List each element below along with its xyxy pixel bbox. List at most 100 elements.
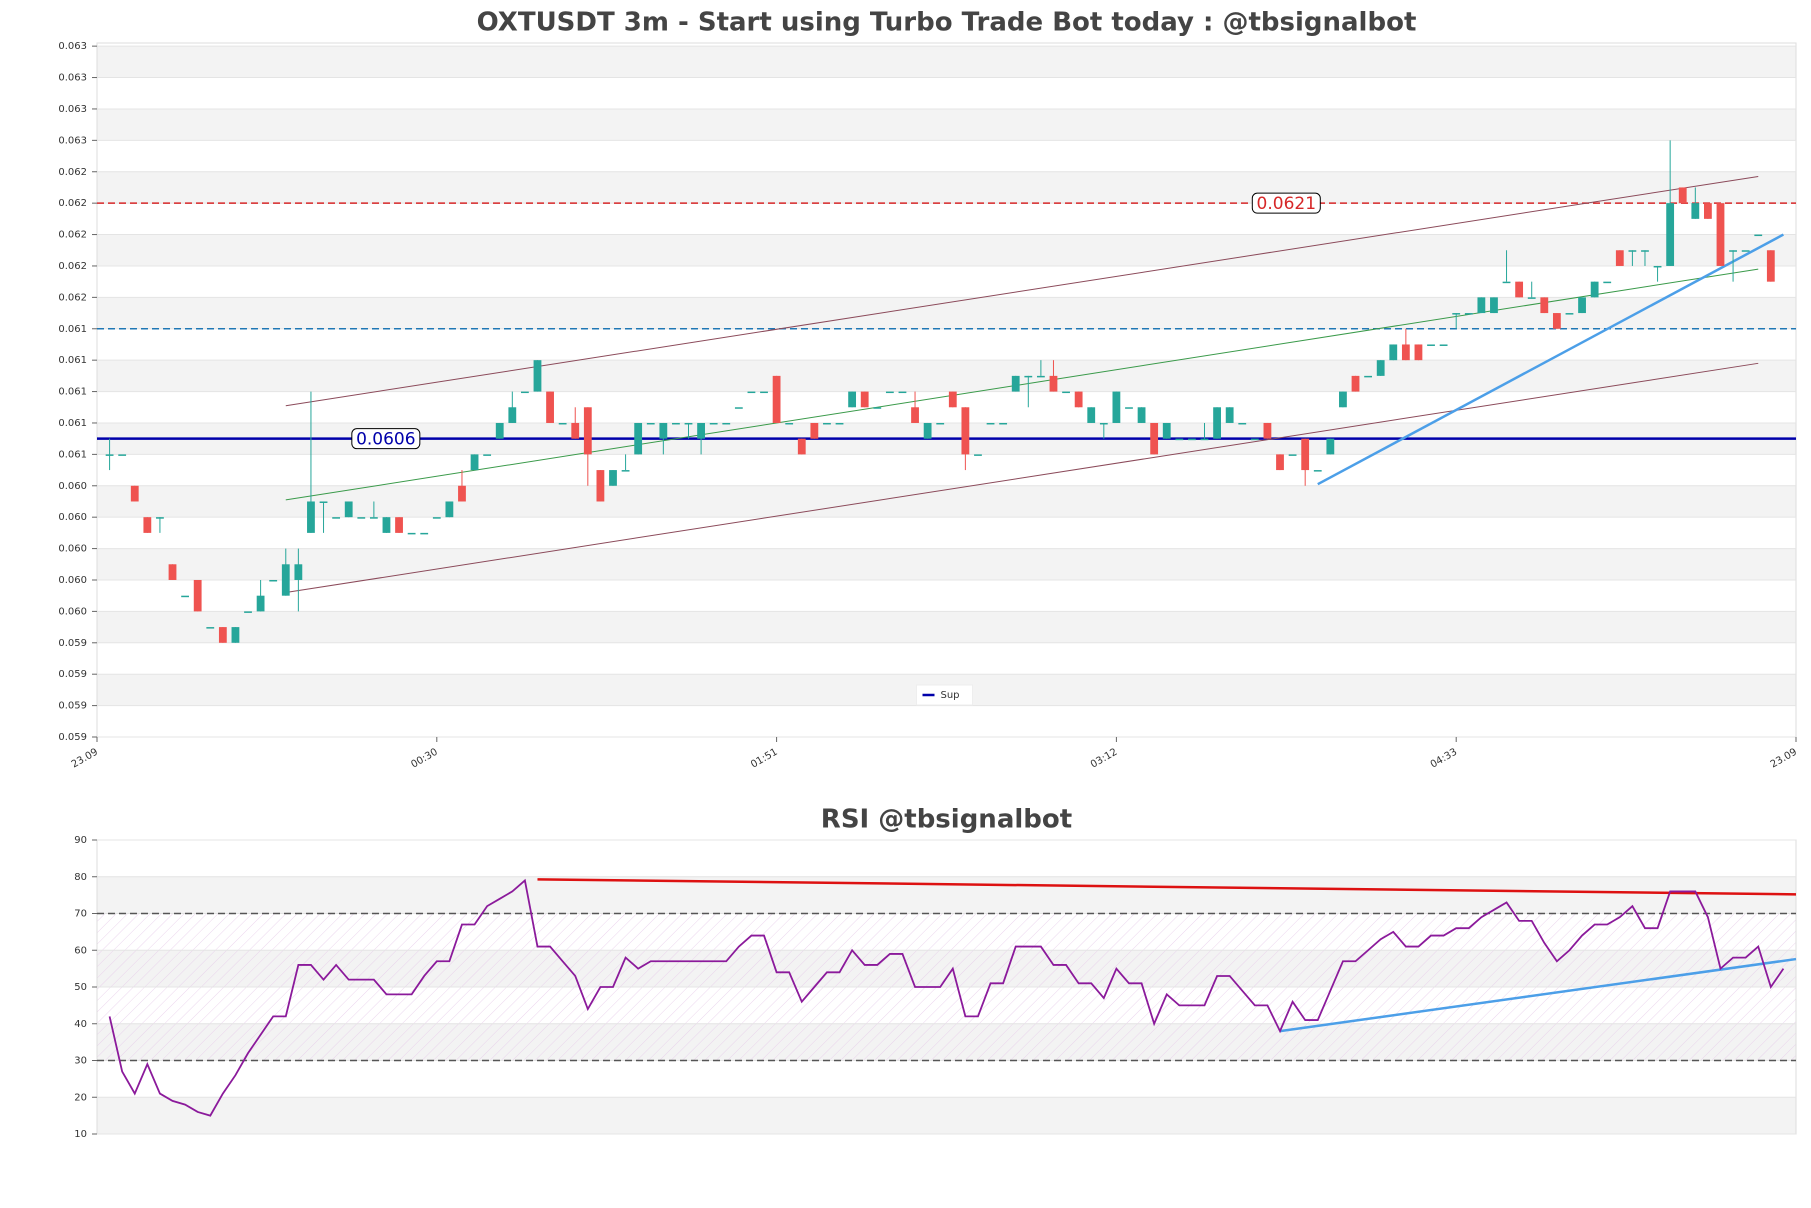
candle-body xyxy=(1213,407,1221,439)
candle-body xyxy=(382,517,391,533)
candle-body xyxy=(1175,438,1184,441)
candle-body xyxy=(206,627,215,629)
candle-body xyxy=(218,627,227,643)
candle-body xyxy=(1527,297,1536,299)
y-tick-label: 0.061 xyxy=(58,418,87,429)
y-tick-label: 0.063 xyxy=(58,41,87,52)
candle-body xyxy=(734,407,743,409)
candle-body xyxy=(999,422,1008,425)
candle-body xyxy=(1741,250,1750,252)
x-tick-label: 23.09 xyxy=(1769,747,1799,771)
y-tick-label: 0.060 xyxy=(58,575,87,586)
candle-body xyxy=(1628,250,1637,252)
trend-line xyxy=(285,362,1759,594)
candle-body xyxy=(747,391,756,394)
trend-line xyxy=(285,175,1759,407)
candle-body xyxy=(596,470,605,502)
y-tick-label: 0.059 xyxy=(58,701,87,712)
grid-band xyxy=(97,485,1796,518)
candle-body xyxy=(1678,187,1687,204)
candle-body xyxy=(823,422,831,425)
y-tick-label: 0.062 xyxy=(58,292,87,303)
y-tick-label: 0.061 xyxy=(58,355,87,366)
candle-body xyxy=(344,501,353,518)
candle-body xyxy=(684,422,693,425)
candle-body xyxy=(369,517,378,519)
y-tick-label: 0.062 xyxy=(58,198,87,209)
candle-body xyxy=(105,454,114,456)
chart-title: OXTUSDT 3m - Start using Turbo Trade Bot… xyxy=(477,8,1417,38)
candle-body xyxy=(1716,203,1725,266)
candle-body xyxy=(848,391,857,408)
y-tick-label: 70 xyxy=(74,909,87,920)
candle-body xyxy=(395,517,403,533)
candle-body xyxy=(357,517,366,519)
y-tick-label: 0.063 xyxy=(58,135,87,146)
legend-label: Sup xyxy=(941,690,960,701)
candle-body xyxy=(672,422,680,425)
candle-body xyxy=(659,422,668,439)
candle-body xyxy=(986,422,995,425)
candle-body xyxy=(1552,313,1561,329)
candle-body xyxy=(1439,344,1448,346)
candle-body xyxy=(1766,250,1775,282)
candle-body xyxy=(1137,407,1146,423)
candle-body xyxy=(1427,344,1435,346)
level-label-box xyxy=(1251,192,1321,214)
candle-body xyxy=(923,422,932,439)
level-label: 0.0621 xyxy=(1257,194,1316,214)
candle-body xyxy=(458,485,466,502)
candle-body xyxy=(231,627,240,643)
candle-body xyxy=(609,470,617,486)
candle-body xyxy=(785,422,794,425)
candle-body xyxy=(558,422,567,425)
candle-body xyxy=(1565,313,1574,315)
candle-body xyxy=(974,454,982,456)
x-tick-label: 23.09 xyxy=(70,747,100,771)
x-tick-label: 04:33 xyxy=(1429,747,1459,771)
y-tick-label: 90 xyxy=(74,835,87,846)
candle-body xyxy=(1414,344,1423,361)
candle-body xyxy=(936,422,945,425)
candle-body xyxy=(709,422,718,425)
candle-body xyxy=(634,422,643,455)
level-label-box xyxy=(351,428,421,450)
y-tick-label: 30 xyxy=(74,1056,87,1067)
candle-body xyxy=(1150,422,1159,455)
candle-body xyxy=(948,391,957,408)
candle-body xyxy=(1515,281,1524,298)
candle-body xyxy=(1250,438,1259,441)
candle-body xyxy=(1351,375,1360,392)
grid-band xyxy=(97,548,1796,580)
candle-body xyxy=(1540,297,1549,314)
candle-body xyxy=(1452,313,1461,315)
candle-body xyxy=(118,454,127,456)
candle-body xyxy=(1087,407,1096,423)
candle-body xyxy=(432,517,441,519)
candle-body xyxy=(307,501,315,533)
y-tick-label: 0.063 xyxy=(58,73,87,84)
legend xyxy=(916,684,973,706)
candle-body xyxy=(961,407,970,455)
candle-body xyxy=(1376,360,1385,376)
chart-title: RSI @tbsignalbot xyxy=(821,805,1072,835)
candle-body xyxy=(1288,454,1297,456)
candle-body xyxy=(483,454,492,456)
y-tick-label: 0.059 xyxy=(58,732,87,743)
candle-body xyxy=(420,532,429,535)
grid-band xyxy=(97,234,1796,266)
candle-body xyxy=(1490,297,1498,314)
candle-body xyxy=(1125,407,1133,409)
candle-body xyxy=(1754,234,1763,237)
candle-body xyxy=(1326,438,1335,455)
candle-body xyxy=(885,391,894,394)
y-tick-label: 80 xyxy=(74,872,87,883)
candle-body xyxy=(294,564,303,580)
grid-band xyxy=(97,1097,1796,1134)
grid-band xyxy=(97,108,1796,141)
candle-body xyxy=(156,517,164,519)
candle-body xyxy=(1401,344,1410,361)
candle-body xyxy=(546,391,554,423)
y-tick-label: 0.062 xyxy=(58,230,87,241)
candle-body xyxy=(1477,297,1486,314)
